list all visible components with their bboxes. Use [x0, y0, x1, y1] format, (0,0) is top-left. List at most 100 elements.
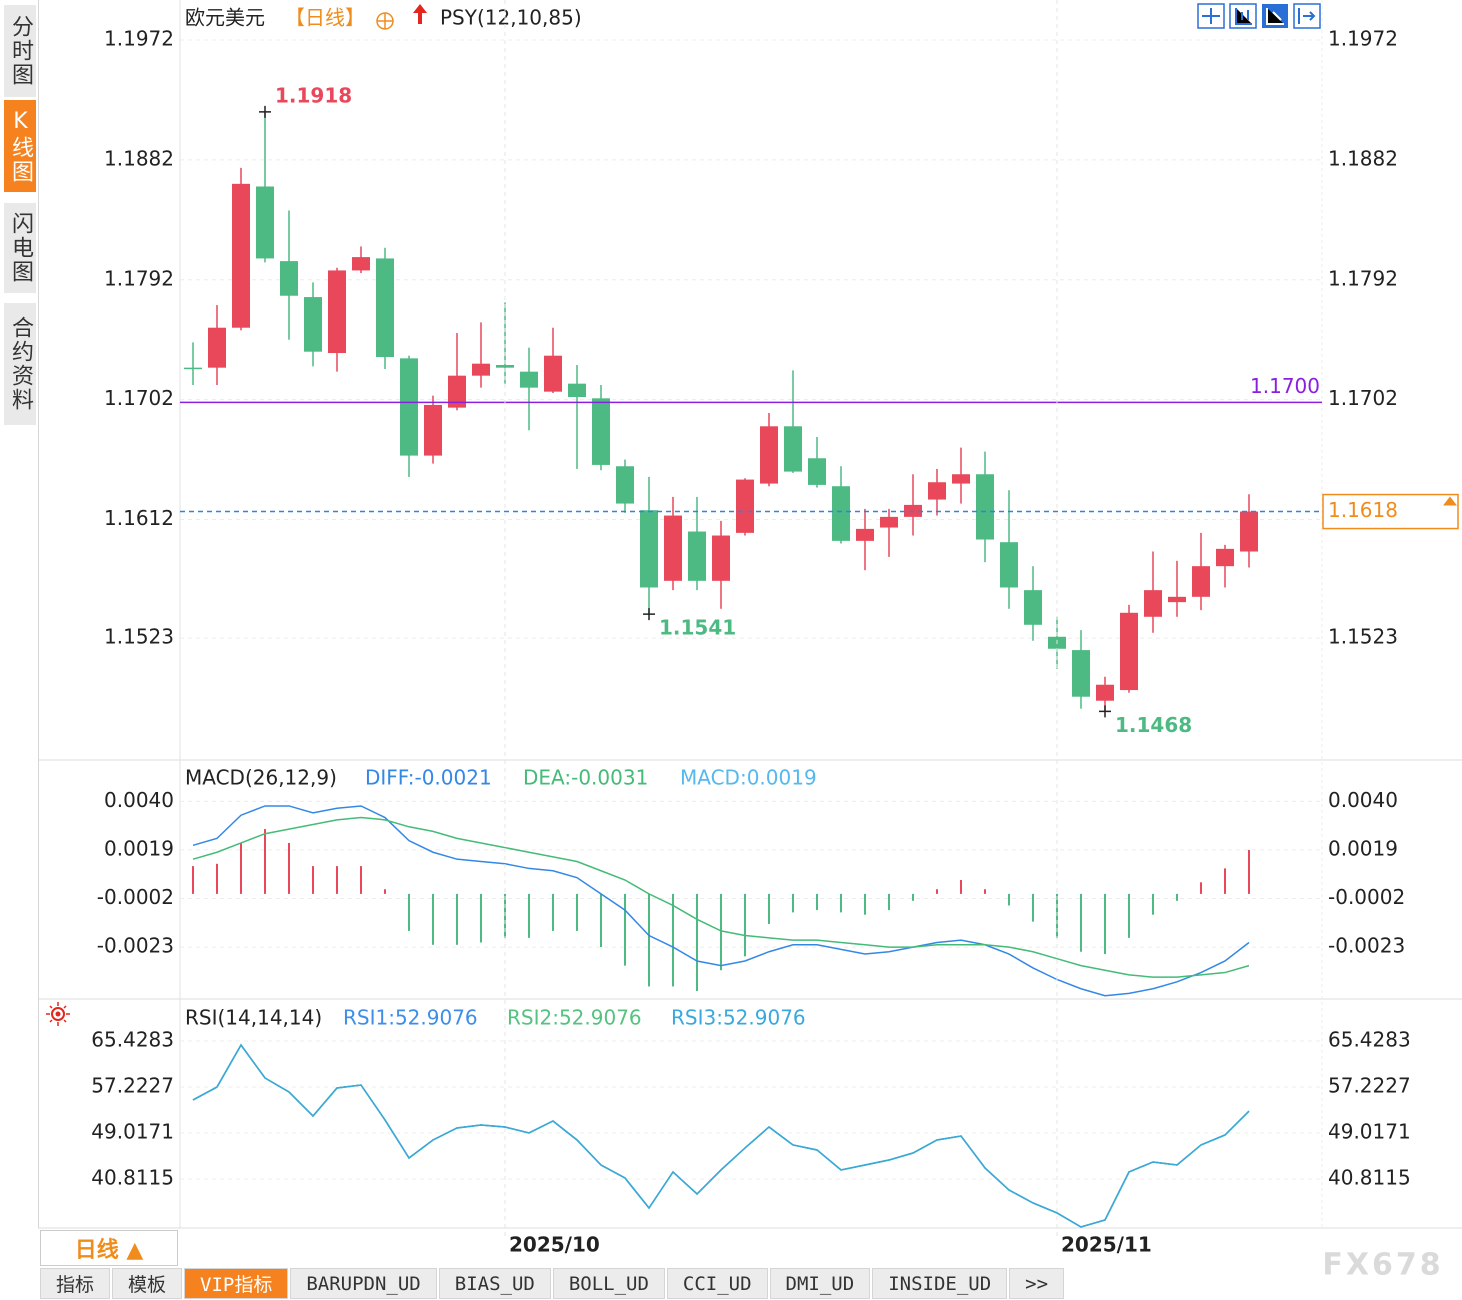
y-tick-label-right: 0.0019 — [1328, 836, 1398, 860]
indicator-tab[interactable]: VIP指标 — [184, 1268, 289, 1299]
candle-body — [760, 426, 778, 484]
sidebar-tab[interactable]: 闪电图 — [4, 203, 36, 293]
tab-bar: 指标 模板 VIP指标 BARUPDN_UD BIAS_UD BOLL_UD CCI_UD D… — [40, 1268, 1065, 1299]
extreme-label: 1.1918 — [275, 83, 352, 107]
candle-body — [952, 474, 970, 484]
y-tick-label: 1.1882 — [104, 146, 174, 170]
indicator-tab[interactable]: BARUPDN_UD — [290, 1268, 437, 1299]
watermark: FX678 — [1322, 1248, 1443, 1283]
indicator-tab[interactable]: BIAS_UD — [438, 1268, 551, 1299]
period-label: 【日线】 — [285, 6, 365, 30]
candle-body — [1096, 684, 1114, 701]
legend-entry: RSI2:52.9076 — [507, 1006, 642, 1030]
candle-body — [400, 358, 418, 456]
rsi-icon[interactable] — [46, 1002, 70, 1026]
y-tick-label-right: 1.1523 — [1328, 625, 1398, 649]
y-tick-label: 1.1972 — [104, 26, 174, 50]
candle-body — [976, 474, 994, 540]
candle-body — [1120, 612, 1138, 691]
sidebar-tab[interactable]: 合约资料 — [4, 303, 36, 425]
y-tick-label-right: 49.0171 — [1328, 1119, 1411, 1143]
candle-body — [616, 466, 634, 504]
candle-body — [424, 404, 442, 456]
candle-body — [592, 398, 610, 465]
legend-entry: DEA:-0.0031 — [523, 766, 648, 790]
pane-title: RSI(14,14,14) — [185, 1006, 322, 1030]
candle-body — [928, 482, 946, 500]
candle-body — [472, 363, 490, 376]
toolbar-icons[interactable] — [1197, 3, 1321, 29]
sidebar-tab[interactable]: 分时图 — [4, 5, 36, 97]
macd-line — [192, 805, 1250, 997]
y-tick-label-right: 40.8115 — [1328, 1165, 1411, 1189]
sidebar-tab[interactable]: K线图 — [4, 100, 36, 192]
legend-entry: RSI3:52.9076 — [671, 1006, 806, 1030]
candle-body — [1168, 596, 1186, 603]
candle-body — [808, 458, 826, 485]
y-tick-label: 49.0171 — [91, 1119, 174, 1143]
pane-title: MACD(26,12,9) — [185, 766, 337, 790]
legend-entry: MACD:0.0019 — [680, 766, 817, 790]
candle-body — [736, 479, 754, 533]
extreme-marker — [643, 608, 655, 621]
candle-body — [496, 365, 514, 368]
period-button[interactable]: 日线 ▲ — [40, 1230, 178, 1266]
rsi-line — [192, 1043, 1250, 1228]
candle-body — [1144, 590, 1162, 617]
y-tick-label-right: -0.0023 — [1328, 934, 1405, 958]
rsi-line — [192, 1043, 1250, 1228]
chart-title: 欧元美元 — [185, 6, 265, 30]
y-tick-label-right: 57.2227 — [1328, 1073, 1411, 1097]
indicator-tab[interactable]: 模板 — [112, 1268, 183, 1299]
candle-body — [1024, 590, 1042, 625]
candle-body — [568, 383, 586, 397]
indicator-tab[interactable]: CCI_UD — [666, 1268, 768, 1299]
candle-body — [376, 258, 394, 358]
candle-body — [1240, 511, 1258, 552]
indicator-tab[interactable]: BOLL_UD — [552, 1268, 665, 1299]
candle-body — [832, 486, 850, 541]
y-tick-label: 57.2227 — [91, 1073, 174, 1097]
x-tick-label: 2025/10 — [509, 1233, 600, 1257]
last-price-arrow — [1443, 496, 1457, 506]
candle-body — [856, 528, 874, 541]
candle-body — [352, 257, 370, 271]
candle-body — [328, 270, 346, 354]
candle-body — [232, 183, 250, 328]
candle-body — [304, 297, 322, 352]
sidebar: 分时图 K线图闪电图合约资料 — [0, 0, 39, 1228]
extreme-marker — [1099, 705, 1111, 718]
candle-body — [544, 355, 562, 392]
candle-body — [520, 371, 538, 388]
candle-body — [664, 515, 682, 581]
candle-body — [256, 186, 274, 259]
y-tick-label: 1.1523 — [104, 625, 174, 649]
y-tick-label-right: 1.1702 — [1328, 386, 1398, 410]
y-tick-label: 1.1792 — [104, 266, 174, 290]
candle-body — [1192, 566, 1210, 597]
y-tick-label: -0.0023 — [97, 934, 174, 958]
candle-body — [712, 535, 730, 581]
candle-body — [640, 510, 658, 588]
y-tick-label-right: 1.1882 — [1328, 146, 1398, 170]
indicator-tab[interactable]: DMI_UD — [769, 1268, 871, 1299]
candle-body — [448, 375, 466, 408]
y-tick-label-right: 1.1792 — [1328, 266, 1398, 290]
candle-body — [784, 426, 802, 472]
y-tick-label: 40.8115 — [91, 1165, 174, 1189]
candle-body — [1072, 650, 1090, 697]
macd-line — [192, 816, 1250, 978]
rsi-line — [192, 1043, 1250, 1228]
title-icons — [376, 4, 427, 30]
y-tick-label: 0.0019 — [104, 836, 174, 860]
indicator-label: PSY(12,10,85) — [440, 6, 582, 30]
extreme-label: 1.1541 — [659, 616, 736, 640]
candle-body — [208, 327, 226, 368]
y-tick-label-right: 65.4283 — [1328, 1027, 1411, 1051]
candle-body — [1216, 548, 1234, 567]
indicator-tab[interactable]: INSIDE_UD — [872, 1268, 1008, 1299]
indicator-tab[interactable]: >> — [1009, 1268, 1065, 1299]
y-tick-label-right: 1.1972 — [1328, 26, 1398, 50]
last-price-label: 1.1618 — [1328, 498, 1398, 522]
indicator-tab[interactable]: 指标 — [40, 1268, 111, 1299]
